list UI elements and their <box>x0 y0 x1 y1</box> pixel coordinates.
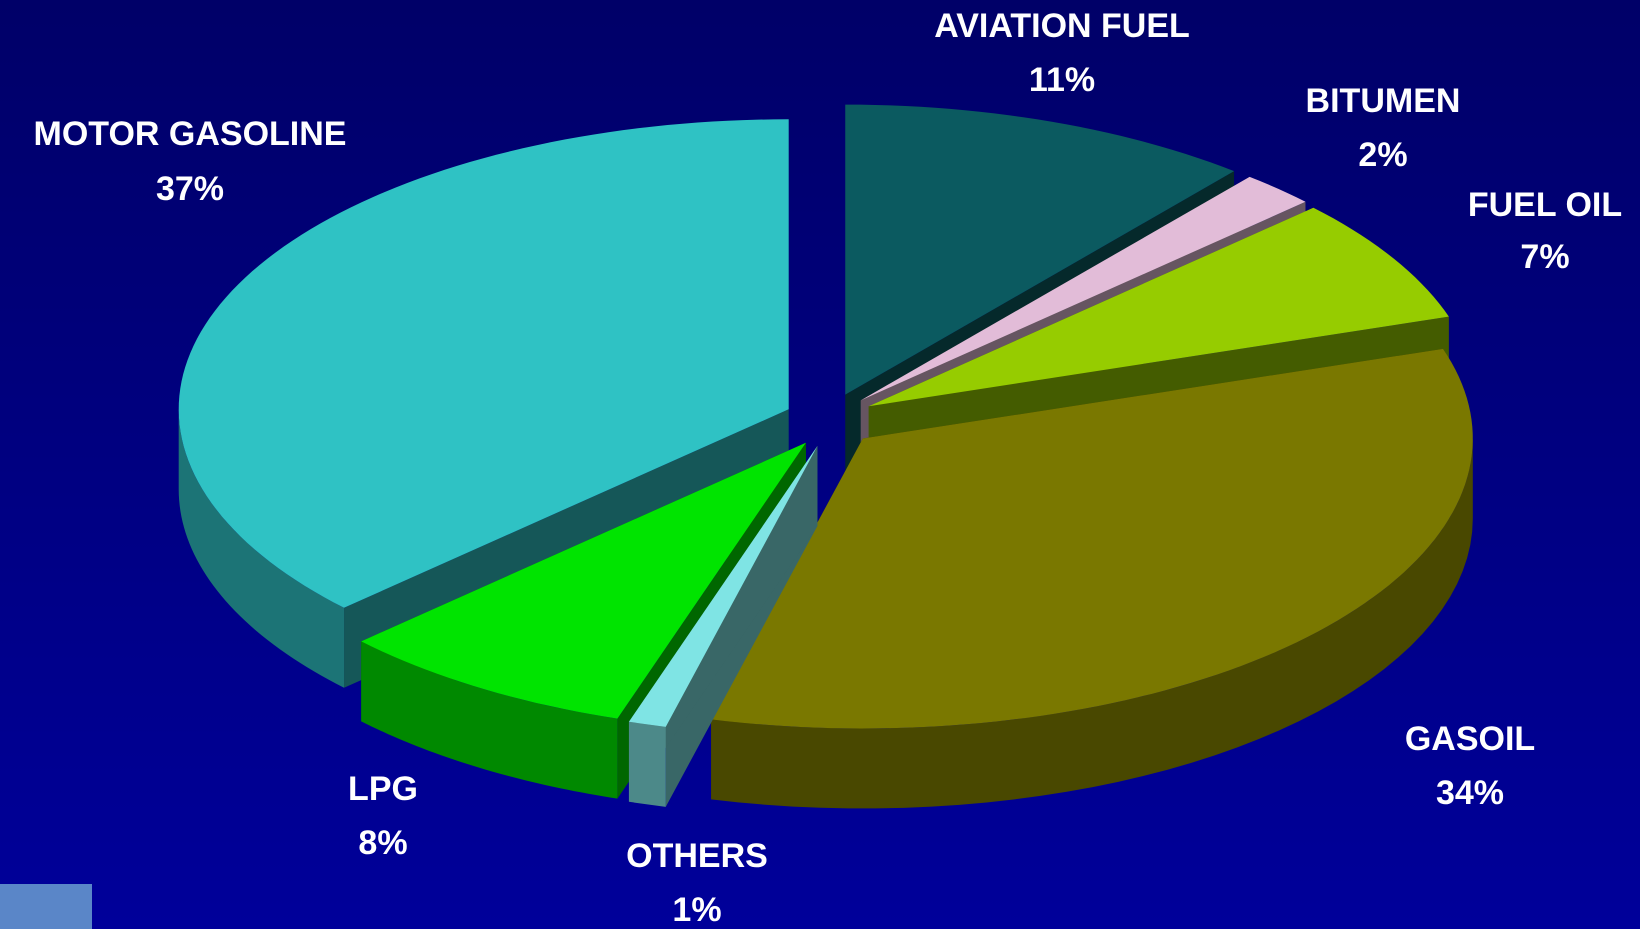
slice-label: BITUMEN <box>1306 82 1461 120</box>
page: {"chart_data": {"type": "pie3d", "catego… <box>0 0 1640 929</box>
slice-value-label: 37% <box>156 170 224 208</box>
slice-label: AVIATION FUEL <box>934 7 1190 45</box>
slice-value-label: 2% <box>1358 136 1407 174</box>
slice-label: GASOIL <box>1405 720 1535 758</box>
slice-label: MOTOR GASOLINE <box>34 115 347 153</box>
slice-wall <box>629 722 666 807</box>
slice-label: OTHERS <box>626 837 768 875</box>
slice-value-label: 8% <box>358 824 407 862</box>
chart: AVIATION FUEL 11% BITUMEN 2% FUEL OIL 7% GASOI… <box>0 0 1640 929</box>
corner-picture <box>0 884 92 929</box>
slice-label: LPG <box>348 770 418 808</box>
slice-value-label: 1% <box>672 891 721 929</box>
slice-value-label: 11% <box>1029 61 1095 99</box>
slice-value-label: 34% <box>1436 774 1504 812</box>
slice-label: FUEL OIL <box>1468 186 1622 224</box>
slice-value-label: 7% <box>1520 238 1569 276</box>
